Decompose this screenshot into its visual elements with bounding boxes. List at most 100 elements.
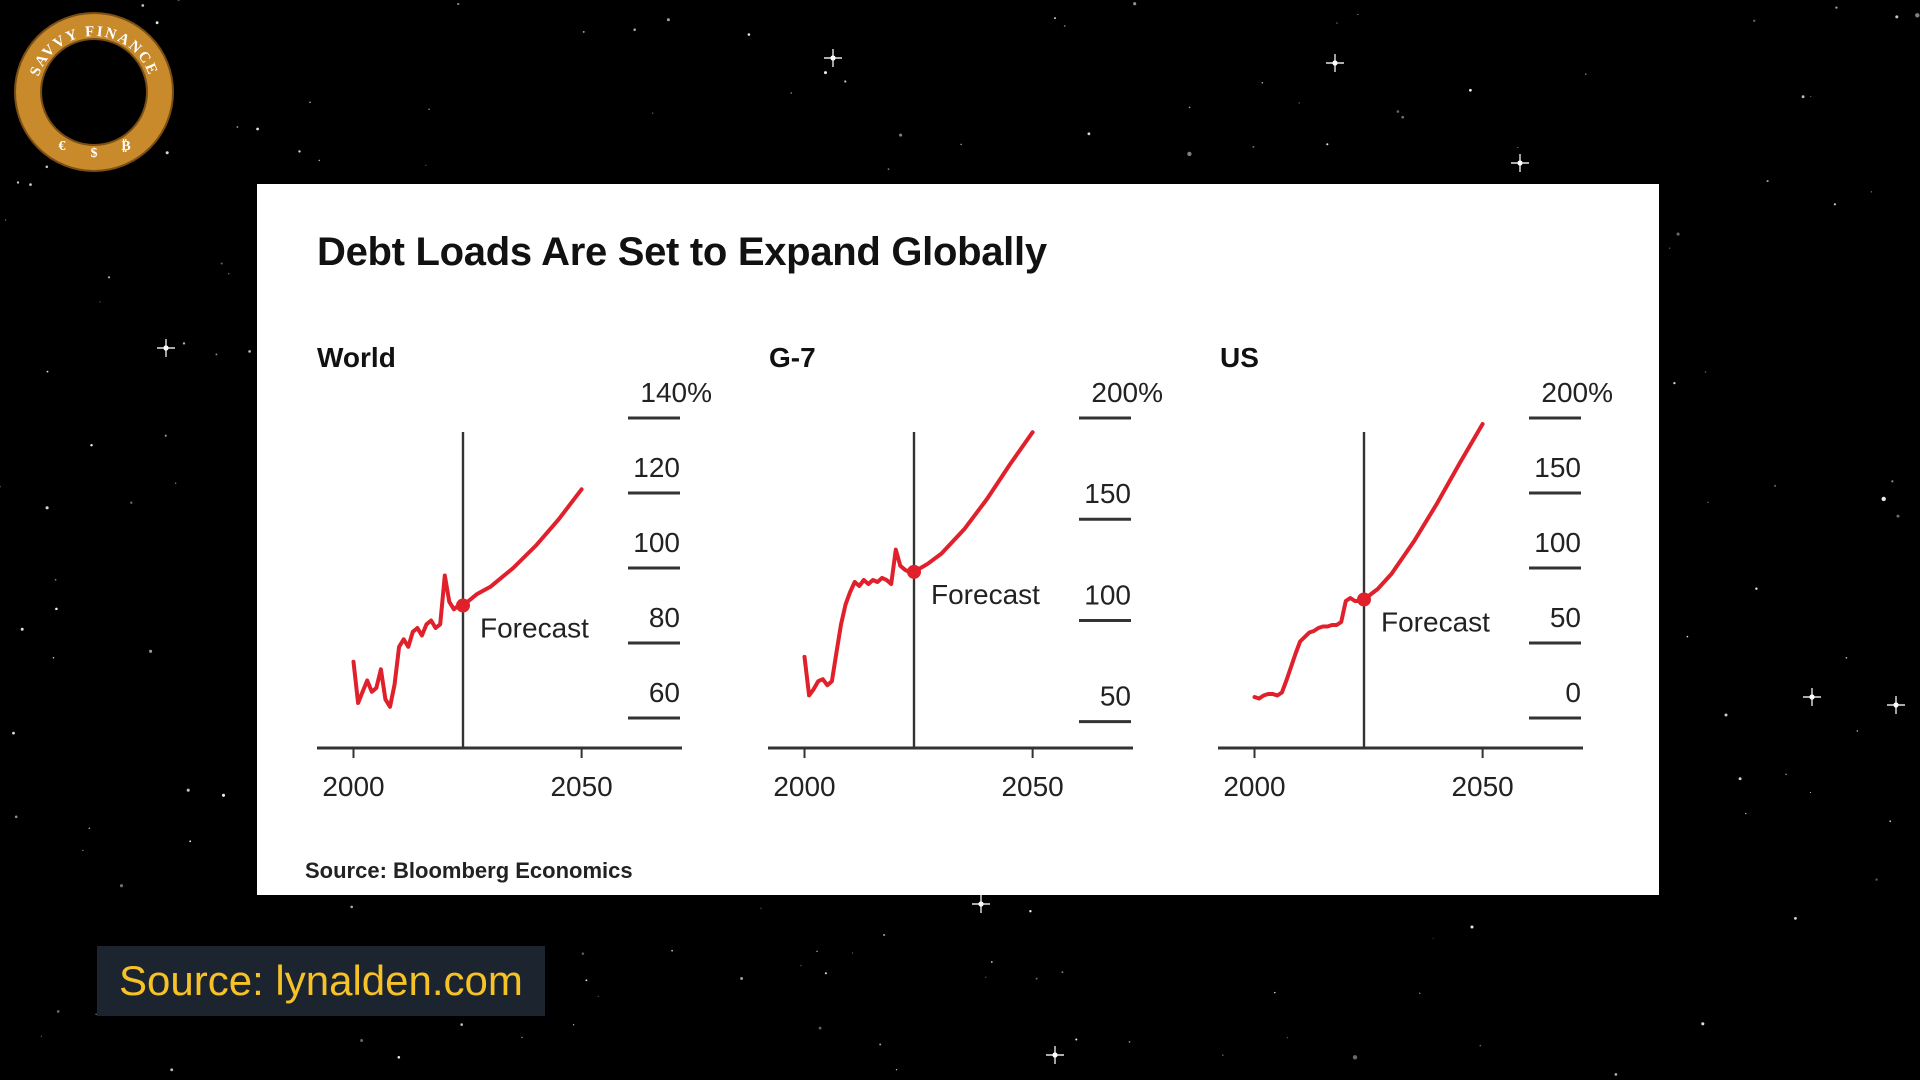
x-tick-label: 2050	[1451, 771, 1513, 802]
forecast-label: Forecast	[931, 579, 1040, 610]
star	[12, 731, 15, 735]
star	[1744, 812, 1747, 815]
star	[177, 0, 180, 2]
star	[350, 905, 353, 909]
star	[29, 183, 32, 186]
y-tick-label: 50	[1550, 602, 1581, 633]
star	[20, 627, 24, 631]
star	[740, 977, 744, 980]
y-tick-label: 100	[1534, 527, 1581, 558]
y-tick-label: 120	[633, 452, 680, 483]
star	[1810, 95, 1812, 98]
star	[1668, 247, 1671, 249]
star	[318, 159, 321, 162]
star	[978, 901, 984, 907]
star	[1298, 102, 1300, 104]
star	[1222, 1054, 1224, 1056]
panel-title-g7: G-7	[769, 342, 816, 373]
x-tick-label: 2000	[1223, 771, 1285, 802]
star	[585, 979, 588, 982]
star	[823, 71, 828, 75]
star	[816, 950, 818, 953]
chart-card: Debt Loads Are Set to Expand Globally Wo…	[257, 184, 1659, 895]
forecast-start-marker	[907, 564, 921, 579]
star	[46, 370, 49, 373]
x-tick-label: 2050	[1001, 771, 1063, 802]
star	[1061, 971, 1064, 974]
star	[1724, 713, 1728, 717]
forecast-label: Forecast	[480, 613, 589, 644]
star	[1896, 514, 1900, 518]
star	[844, 80, 847, 83]
star	[141, 4, 145, 7]
star	[256, 127, 259, 131]
star	[164, 434, 167, 437]
star	[45, 506, 49, 510]
logo-currency-symbols: € $ ₿	[59, 138, 131, 161]
star	[652, 112, 654, 114]
y-tick-label: 200%	[1541, 377, 1613, 408]
star	[1895, 15, 1899, 19]
y-tick-label: 0	[1565, 677, 1581, 708]
panel-chart-g7: 200% 150 100 50 2000 2050 Forecast	[768, 377, 1163, 802]
star	[1766, 180, 1769, 183]
star	[879, 1043, 882, 1046]
star	[1252, 145, 1255, 148]
star	[1801, 95, 1805, 99]
star	[236, 126, 239, 128]
source-note: Source: Bloomberg Economics	[305, 858, 633, 883]
star	[1891, 480, 1894, 483]
star	[90, 443, 93, 447]
panel-chart-world: 140% 120 100 80 60 2000 2050 Forecast	[317, 377, 712, 802]
star	[671, 949, 673, 952]
y-tick-label: 150	[1534, 452, 1581, 483]
star	[82, 849, 84, 852]
star	[228, 273, 230, 275]
star	[1889, 820, 1892, 823]
panel-title-world: World	[317, 342, 396, 373]
panel-chart-us: 200% 150 100 50 0 2000 2050 Forecast	[1218, 377, 1613, 802]
star	[1856, 730, 1859, 732]
x-tick-label: 2000	[322, 771, 384, 802]
star	[1774, 484, 1777, 487]
forecast-label: Forecast	[1381, 607, 1490, 638]
star	[1261, 81, 1264, 84]
savvy-finance-logo: SAVVY FINANCE € $ ₿	[14, 12, 174, 172]
star	[960, 143, 962, 146]
star	[55, 607, 58, 611]
star	[1029, 910, 1032, 913]
star	[149, 649, 153, 653]
star	[851, 952, 854, 954]
star	[360, 1039, 364, 1042]
star	[1893, 702, 1899, 708]
chart-title: Debt Loads Are Set to Expand Globally	[317, 230, 1047, 274]
star	[155, 21, 159, 25]
star	[760, 907, 762, 909]
logo-symbol: $	[91, 146, 98, 161]
star	[883, 933, 886, 937]
star	[824, 972, 827, 975]
x-tick-label: 2050	[550, 771, 612, 802]
star	[189, 840, 192, 843]
star	[1517, 160, 1523, 166]
star	[175, 482, 177, 484]
star	[1686, 635, 1689, 638]
star	[1396, 110, 1400, 113]
y-tick-label: 80	[649, 602, 680, 633]
star	[1915, 13, 1920, 18]
star	[1470, 925, 1474, 929]
star	[1274, 991, 1276, 994]
star	[666, 18, 670, 22]
star	[1517, 147, 1519, 149]
star	[16, 181, 20, 184]
star	[1809, 791, 1812, 794]
y-tick-label: 100	[633, 527, 680, 558]
star	[990, 961, 993, 963]
star	[1870, 191, 1872, 193]
star	[1794, 917, 1797, 920]
star	[56, 1010, 60, 1013]
star	[1063, 25, 1066, 27]
star	[572, 1024, 575, 1026]
logo-inner-rim	[40, 38, 148, 146]
